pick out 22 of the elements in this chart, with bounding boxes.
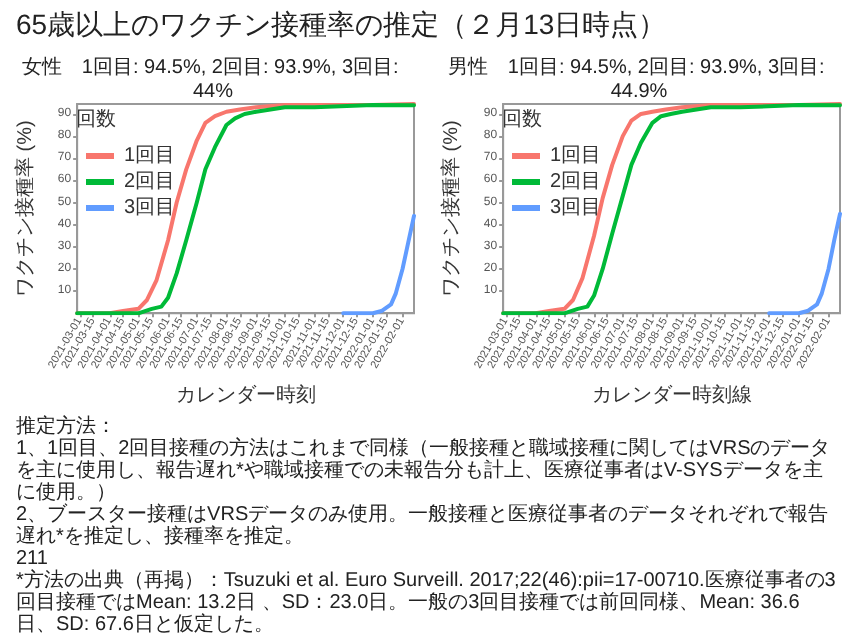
x-axis-title: カレンダー時刻線 [591,383,752,407]
text: 211 [16,548,48,570]
text: *方法の出典（再掲）：Tsuzuki et al. Euro Surveill. 2017;22(46):pii=17-00710.医療従事者の3回目接種ではMean: 13.2日 、SD：23.0日。一般の3回目接種では前回同様、Mean: 36.6日、SD: 67.6日と仮定した。 [16,570,838,636]
text: 2、ブースター接種はVRSデータのみ使用。一般接種と医療従事者のデータそれぞれで報告遅れ*を推定し、接種率を推定。 [16,504,831,548]
legend-label: 1回目 [124,145,176,167]
text: 1、1回目、2回目接種の方法はこれまで同様（一般接種と職域接種に関してはVRSのデータを主に使用し、報告遅れ*や職域接種での未報告分も計上、医療従事者はV-SYSデータを主に使用。） [16,438,833,504]
legend-label: 3回目 [124,197,176,219]
chart-title: 男性 1回目: 94.5%, 2回目: 93.9%, 3回目: 44.9% [447,55,831,103]
legend-label: 2回目 [124,171,176,193]
chart-title: 女性 1回目: 94.5%, 2回目: 93.9%, 3回目: 44% [21,55,405,103]
text: 65歳以上のワクチン接種率の推定（２月13日時点） [16,6,669,44]
legend-label: 1回目 [550,145,602,167]
line-series [341,213,416,316]
text: 推定方法： [16,416,118,438]
legend-label: 3回目 [550,197,602,219]
x-axis-title: カレンダー時刻 [175,383,316,407]
legend-label: 2回目 [550,171,602,193]
y-axis-title: ワクチン接種率 (%) [13,120,37,297]
y-axis-title: ワクチン接種率 (%) [439,120,463,297]
line-series [767,211,842,316]
legend-title: 回数 [76,109,116,131]
legend-title: 回数 [502,109,542,131]
